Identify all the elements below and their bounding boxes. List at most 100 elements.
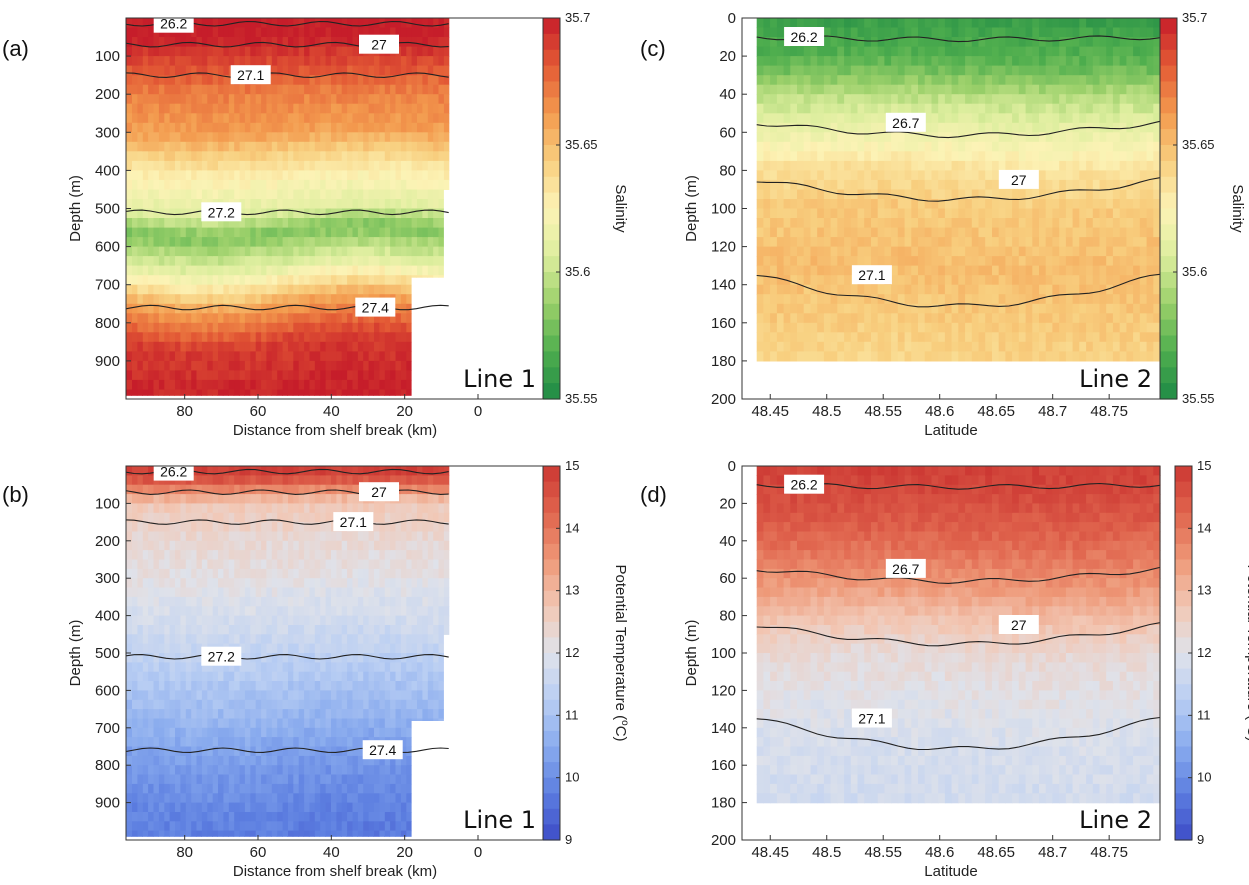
heatmap-cell (255, 303, 262, 314)
heatmap-cell (373, 812, 380, 822)
heatmap-cell (282, 830, 288, 837)
heatmap-cell (325, 774, 331, 785)
heatmap-cell (195, 774, 202, 785)
heatmap-cell (265, 596, 272, 607)
heatmap-cell (244, 256, 251, 267)
heatmap-cell (255, 774, 262, 785)
heatmap-cell (136, 18, 143, 29)
heatmap-cell (255, 634, 262, 645)
heatmap-cell (158, 802, 165, 813)
heatmap-cell (421, 179, 428, 190)
heatmap-cell (432, 709, 439, 720)
heatmap-cell (222, 484, 229, 495)
heatmap-cell (362, 755, 369, 766)
heatmap-cell (763, 265, 771, 276)
heatmap-cell (368, 802, 374, 813)
heatmap-cell (195, 294, 202, 305)
heatmap-cell (206, 113, 213, 124)
heatmap-cell (298, 522, 305, 533)
heatmap-cell (212, 512, 218, 523)
heatmap-cell (233, 737, 240, 748)
heatmap-cell (271, 46, 278, 57)
heatmap-cell (233, 522, 240, 533)
heatmap-cell (335, 653, 342, 663)
heatmap-cell (271, 179, 278, 190)
heatmap-cell (351, 351, 358, 362)
heatmap-cell (325, 313, 331, 324)
heatmap-cell (179, 709, 186, 720)
heatmap-cell (400, 596, 407, 607)
heatmap-cell (303, 587, 310, 598)
heatmap-cell (308, 802, 315, 813)
heatmap-cell (238, 151, 245, 162)
heatmap-cell (158, 662, 165, 673)
heatmap-cell (357, 466, 364, 476)
heatmap-cell (147, 275, 154, 286)
heatmap-cell (255, 494, 262, 504)
heatmap-cell (244, 475, 251, 486)
heatmap-cell (298, 625, 305, 635)
heatmap-cell (384, 503, 391, 514)
heatmap-cell (217, 75, 224, 86)
heatmap-cell (212, 550, 218, 561)
heatmap-cell (147, 227, 154, 238)
heatmap-cell (325, 179, 331, 190)
heatmap-cell (233, 389, 240, 396)
heatmap-cell (416, 27, 423, 38)
heatmap-cell (174, 379, 181, 390)
heatmap-cell (206, 475, 213, 486)
heatmap-cell (206, 802, 213, 813)
heatmap-cell (308, 512, 315, 523)
heatmap-cell (206, 681, 213, 691)
heatmap-cell (282, 27, 288, 38)
heatmap-cell (276, 559, 283, 570)
heatmap-cell (432, 559, 439, 570)
heatmap-cell (341, 151, 348, 162)
heatmap-cell (341, 75, 348, 86)
heatmap-cell (319, 812, 326, 822)
heatmap-cell (341, 27, 348, 38)
heatmap-cell (260, 170, 267, 181)
heatmap-cell (185, 662, 192, 673)
heatmap-cell (276, 294, 283, 305)
heatmap-cell (287, 812, 294, 822)
heatmap-cell (783, 170, 791, 181)
heatmap-cell (222, 294, 229, 305)
heatmap-cell (389, 783, 396, 794)
heatmap-cell (190, 503, 197, 514)
heatmap-cell (443, 56, 450, 67)
heatmap-cell (169, 596, 175, 607)
heatmap-cell (368, 227, 374, 238)
heatmap-cell (319, 94, 326, 105)
heatmap-cell (330, 821, 337, 832)
heatmap-cell (217, 662, 224, 673)
heatmap-cell (233, 484, 240, 495)
heatmap-cell (368, 132, 374, 143)
heatmap-cell (276, 56, 283, 67)
heatmap-cell (233, 540, 240, 551)
heatmap-cell (298, 141, 305, 152)
heatmap-cell (351, 587, 358, 598)
heatmap-cell (776, 294, 785, 305)
heatmap-cell (163, 783, 170, 794)
heatmap-cell (131, 821, 138, 832)
heatmap-cell (292, 370, 299, 381)
heatmap-cell (319, 322, 326, 333)
heatmap-cell (394, 578, 401, 589)
heatmap-cell (378, 246, 385, 257)
heatmap-cell (126, 783, 132, 794)
heatmap-cell (437, 475, 444, 486)
heatmap-cell (292, 550, 299, 561)
heatmap-cell (222, 46, 229, 57)
heatmap-cell (282, 783, 288, 794)
heatmap-cell (136, 370, 143, 381)
heatmap-cell (169, 540, 175, 551)
heatmap-cell (384, 634, 391, 645)
heatmap-cell (212, 606, 218, 617)
heatmap-cell (405, 170, 412, 181)
heatmap-cell (378, 389, 385, 396)
heatmap-cell (421, 237, 428, 248)
heatmap-cell (776, 103, 785, 114)
heatmap-cell (405, 737, 412, 748)
heatmap-cell (158, 237, 165, 248)
